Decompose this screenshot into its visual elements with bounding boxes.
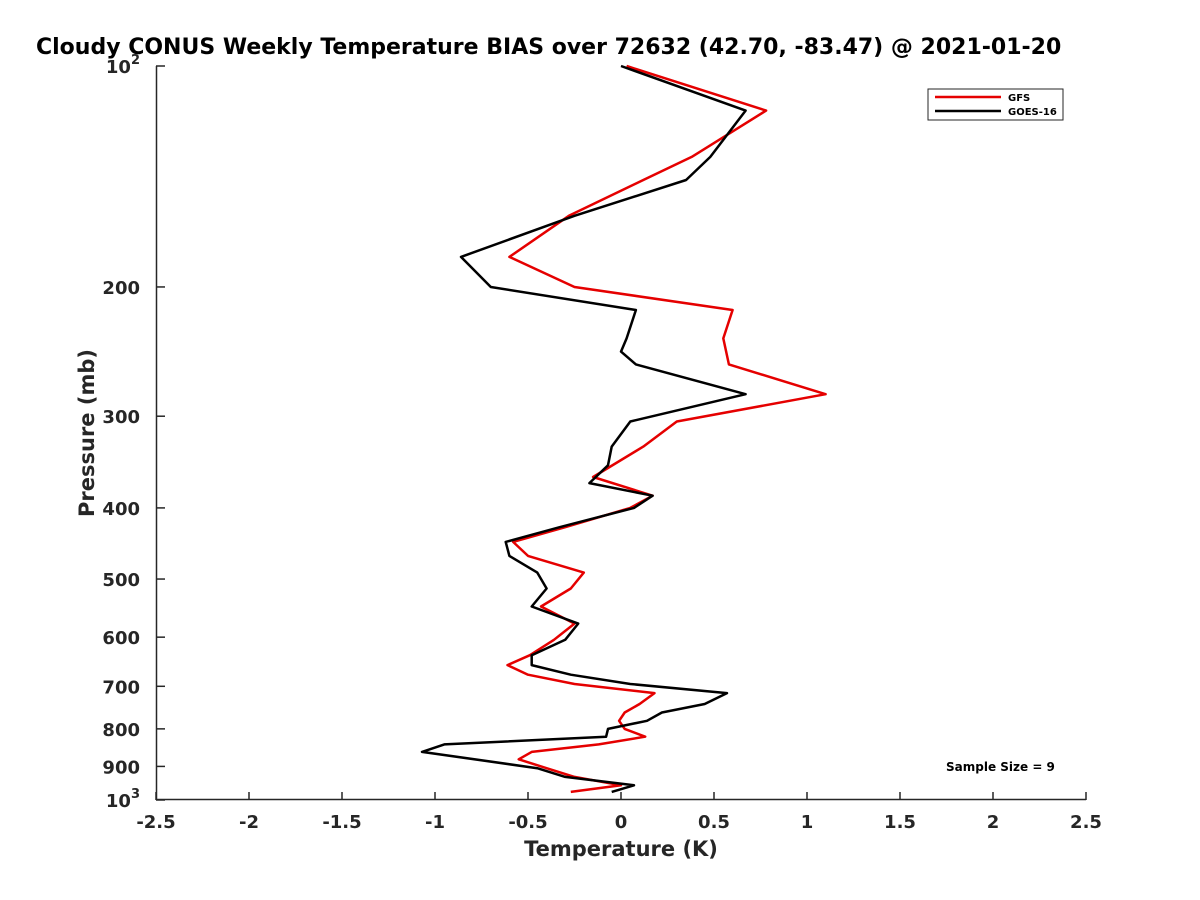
y-tick-label: 500 [102, 570, 140, 591]
y-tick-label-base: 10 [106, 791, 131, 812]
y-tick-label: 800 [102, 720, 140, 741]
legend: GFS GOES-16 [927, 88, 1064, 121]
legend-box [927, 88, 1064, 121]
series-lines [420, 64, 827, 794]
x-tick-label: -1.5 [322, 812, 361, 833]
x-tick-label: -1 [425, 812, 445, 833]
legend-label-gfs: GFS [1008, 93, 1030, 104]
x-axis-ticks: -2.5 -2 -1.5 -1 -0.5 0 0.5 1 1.5 2 2.5 [136, 792, 1102, 833]
series-line-gfs [506, 64, 827, 794]
y-tick-label: 300 [102, 407, 140, 428]
x-tick-label: 2.5 [1070, 812, 1102, 833]
chart-title: Cloudy CONUS Weekly Temperature BIAS ove… [36, 35, 1061, 60]
y-tick-label: 900 [102, 757, 140, 778]
x-axis-label: Temperature (K) [524, 837, 718, 861]
y-tick-label: 103 [106, 787, 140, 812]
y-tick-label: 600 [102, 628, 140, 649]
series-line-goes-16 [420, 64, 747, 794]
y-tick-label: 700 [102, 677, 140, 698]
legend-label-goes16: GOES-16 [1008, 107, 1057, 118]
y-tick-label-exponent: 3 [131, 787, 140, 802]
y-tick-label: 102 [106, 53, 140, 78]
x-tick-label: 0 [615, 812, 628, 833]
y-tick-label: 400 [102, 499, 140, 520]
x-tick-label: 1 [801, 812, 814, 833]
x-tick-label: -2 [239, 812, 259, 833]
y-tick-label-base: 10 [106, 57, 131, 78]
sample-size-annotation: Sample Size = 9 [946, 760, 1055, 774]
y-axis-label: Pressure (mb) [75, 349, 99, 517]
y-tick-label-exponent: 2 [131, 53, 140, 68]
x-tick-label: -2.5 [136, 812, 175, 833]
x-tick-label: 2 [987, 812, 1000, 833]
x-tick-label: -0.5 [508, 812, 547, 833]
y-tick-label: 200 [102, 278, 140, 299]
x-tick-label: 0.5 [698, 812, 730, 833]
x-tick-label: 1.5 [884, 812, 916, 833]
